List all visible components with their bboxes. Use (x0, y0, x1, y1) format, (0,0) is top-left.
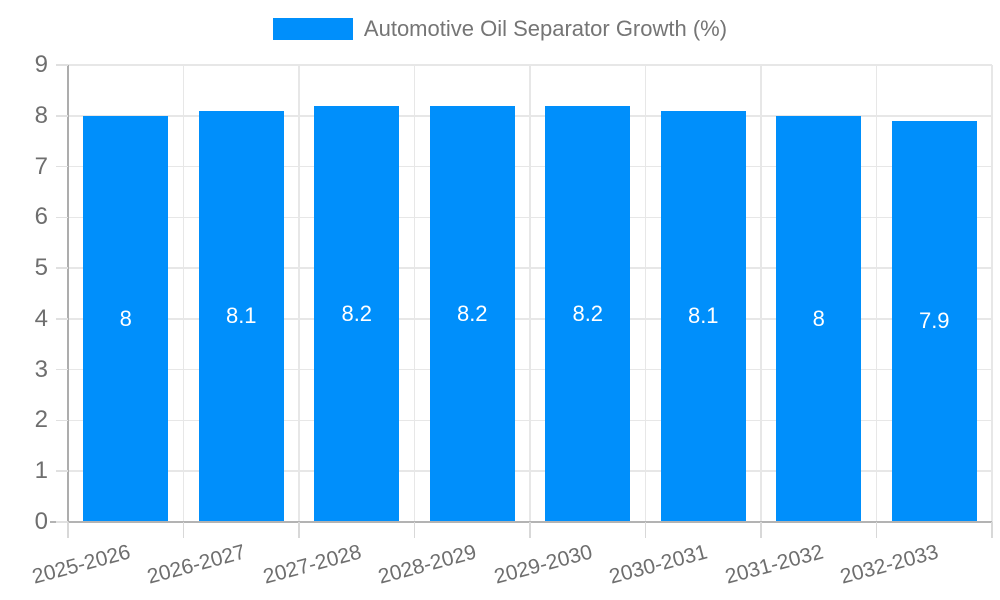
x-axis-line (50, 520, 992, 523)
x-axis-tick (413, 522, 416, 538)
x-axis-tick (529, 522, 531, 538)
y-axis-line (67, 65, 69, 522)
legend-item-growth[interactable]: Automotive Oil Separator Growth (%) (272, 16, 728, 42)
y-axis-tick (56, 267, 68, 269)
y-axis-tick (56, 419, 68, 422)
y-axis-label: 9 (34, 51, 48, 78)
y-axis-label: 4 (34, 304, 48, 332)
grid-line-vertical (182, 65, 185, 522)
y-axis-tick (56, 216, 68, 219)
x-axis-tick (182, 522, 185, 538)
y-axis-tick (56, 64, 68, 66)
grid-line-vertical (760, 65, 762, 522)
bar[interactable] (545, 105, 631, 522)
y-axis-label: 3 (34, 355, 48, 383)
y-axis-label: 2 (34, 406, 48, 434)
bar[interactable] (660, 110, 746, 522)
y-axis-label: 8 (34, 101, 48, 129)
y-axis-label: 7 (34, 152, 48, 180)
bar[interactable] (83, 115, 169, 522)
grid-line-vertical (298, 65, 300, 522)
grid-line-vertical (991, 65, 993, 522)
bar[interactable] (314, 105, 400, 522)
plot-area: 8 8.1 8.2 8.2 8.2 8.1 8 7.9 (68, 64, 993, 522)
x-axis-tick (760, 522, 762, 538)
x-axis-tick (67, 522, 69, 538)
grid-line-vertical (644, 65, 647, 522)
legend-label: Automotive Oil Separator Growth (%) (363, 16, 728, 41)
bar[interactable] (891, 120, 977, 522)
legend-swatch-icon[interactable] (272, 18, 353, 40)
x-axis-tick (644, 522, 647, 538)
grid-line-vertical (875, 65, 878, 522)
legend: Automotive Oil Separator Growth (%) (0, 16, 1000, 42)
bar[interactable] (429, 105, 515, 522)
y-axis-tick (56, 115, 68, 117)
bar[interactable] (776, 115, 862, 522)
y-axis-label: 5 (34, 254, 48, 282)
x-axis-tick (875, 522, 878, 538)
x-axis-tick (991, 522, 993, 538)
grid-line-vertical (529, 65, 531, 522)
y-axis-tick (56, 165, 68, 168)
y-axis-tick (56, 318, 68, 320)
grid-line-vertical (413, 65, 416, 522)
y-axis-tick (56, 521, 68, 523)
y-axis-tick (56, 368, 68, 371)
y-axis-label: 1 (34, 457, 48, 485)
x-axis-tick (298, 522, 300, 538)
y-axis-tick (56, 470, 68, 472)
y-axis-label: 6 (34, 203, 48, 231)
y-axis-label: 0 (34, 508, 48, 535)
bar[interactable] (198, 110, 284, 522)
